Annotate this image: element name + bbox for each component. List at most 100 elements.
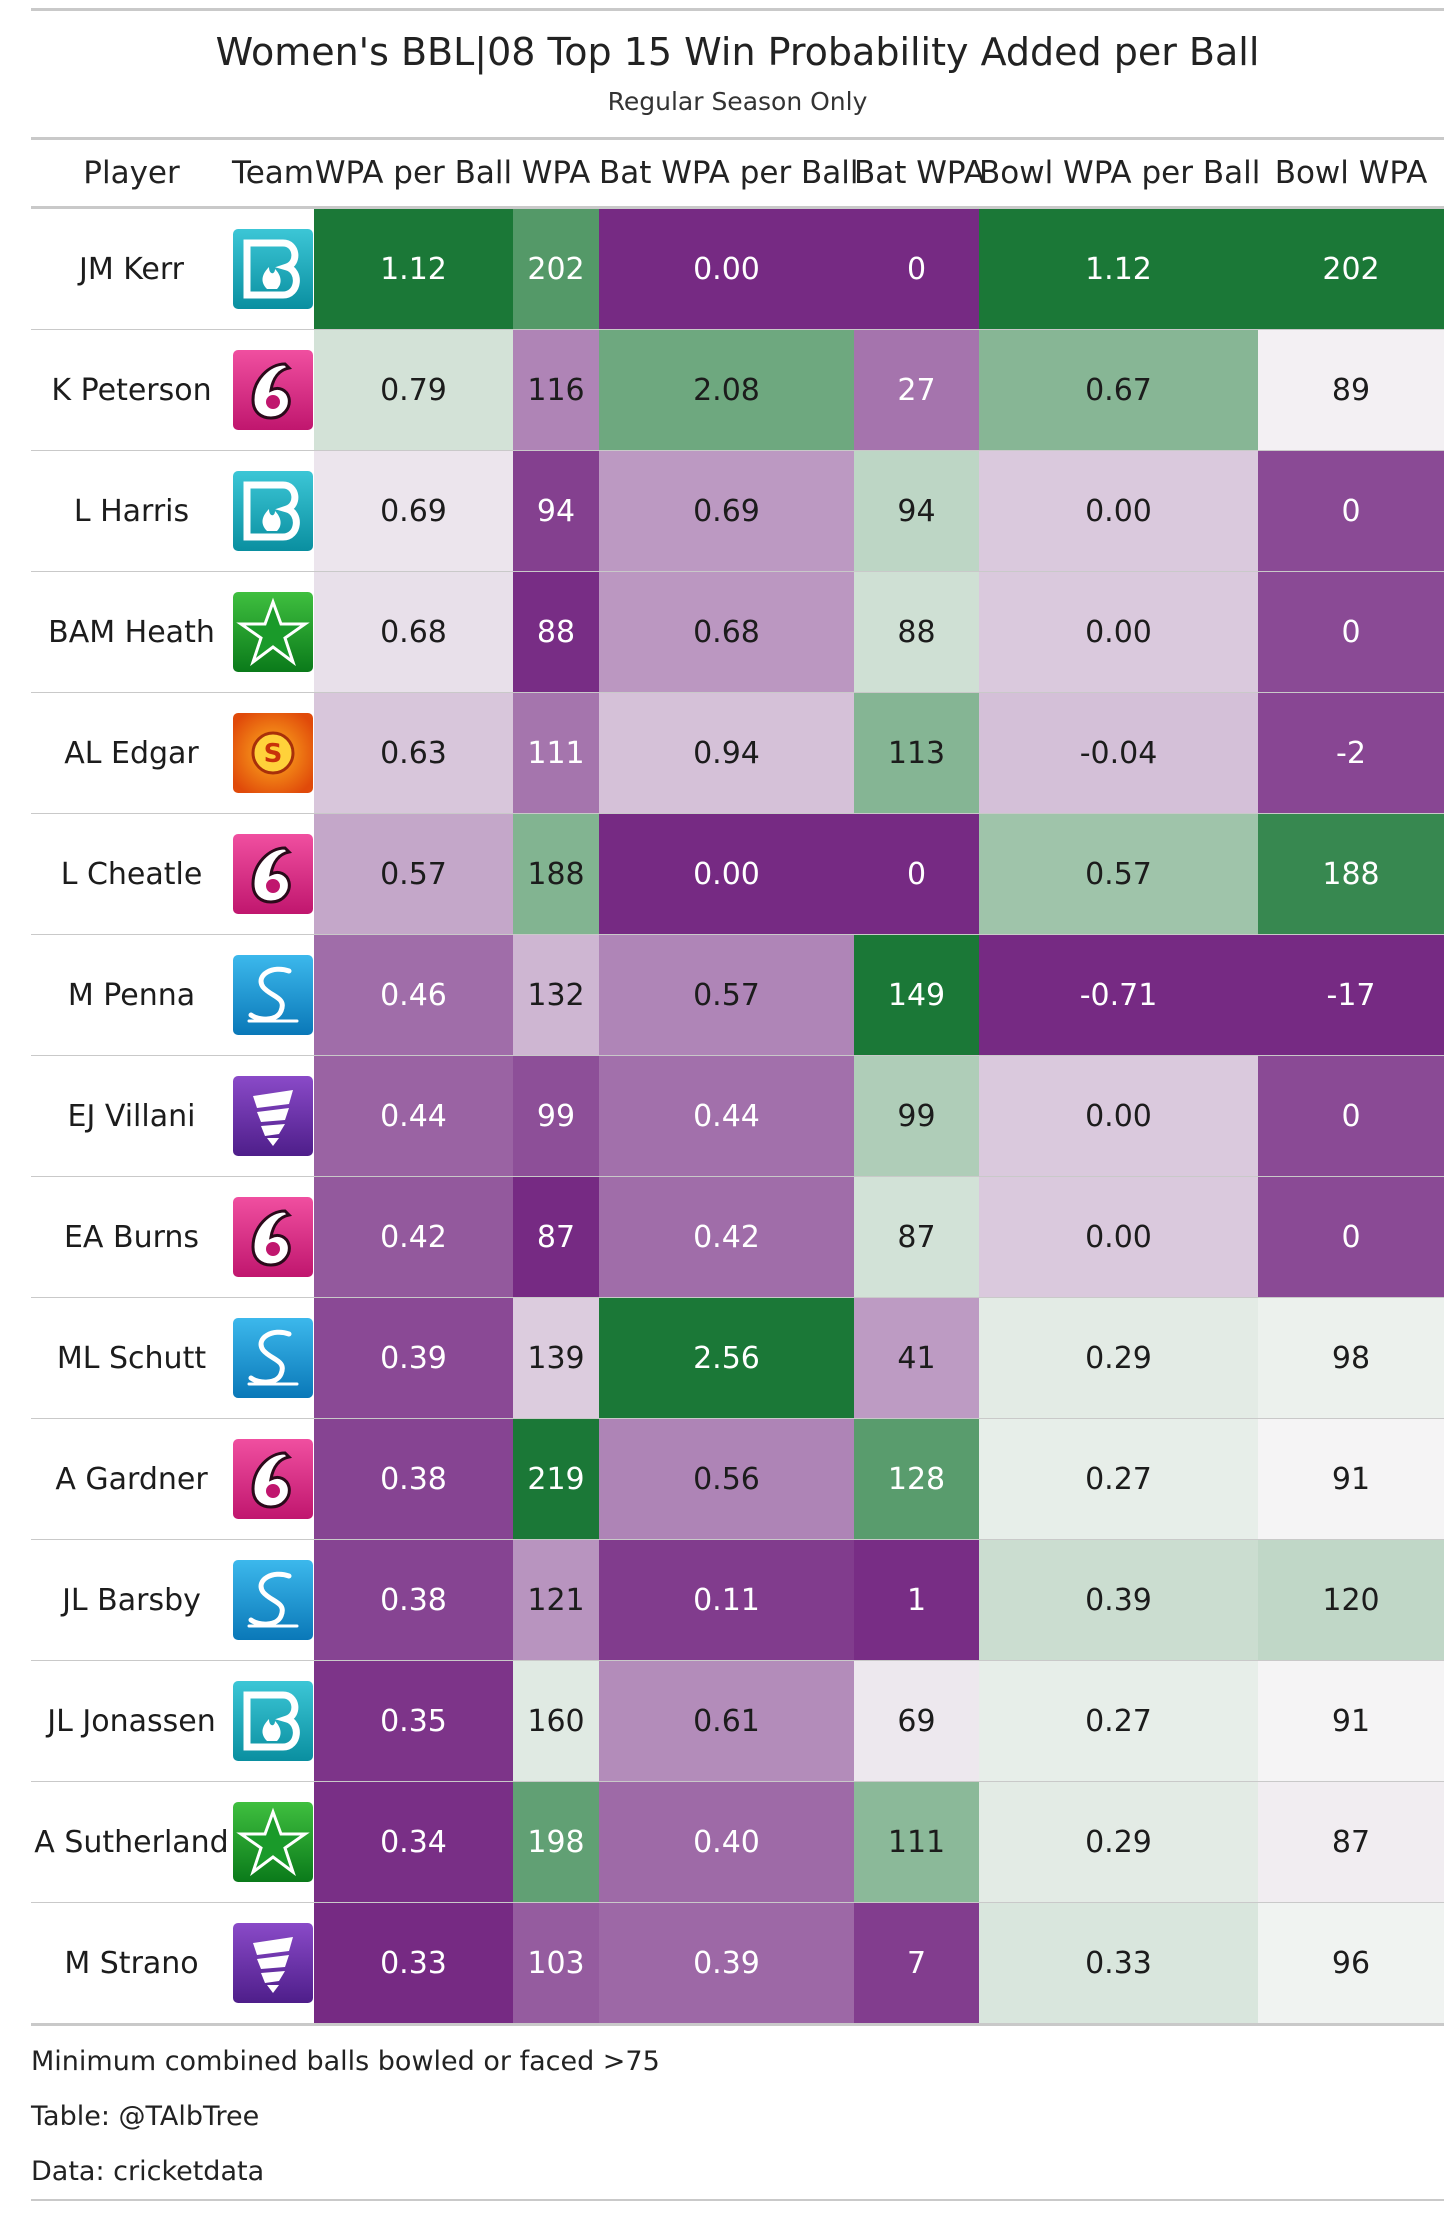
wpa-per-ball-cell: 0.34 [314, 1781, 513, 1903]
bat-wpa-per-ball-cell: 0.00 [599, 207, 854, 330]
player-name: JL Jonassen [31, 1660, 232, 1782]
top-rule [31, 8, 1444, 11]
bat-wpa-cell: 149 [854, 934, 979, 1056]
bat-wpa-per-ball-cell: 0.56 [599, 1418, 854, 1540]
wpa-per-ball-cell: 0.44 [314, 1055, 513, 1177]
wpa-cell: 99 [513, 1055, 599, 1177]
wpa-per-ball-cell: 0.38 [314, 1539, 513, 1661]
bat-wpa-per-ball-cell: 0.42 [599, 1176, 854, 1298]
table-row: JL Barsby 0.38 121 0.11 1 0.39 120 [31, 1539, 1444, 1661]
bowl-wpa-cell: 0 [1258, 571, 1444, 693]
wpa-cell: 188 [513, 813, 599, 935]
bat-wpa-cell: 1 [854, 1539, 979, 1661]
bat-wpa-per-ball-cell: 0.39 [599, 1902, 854, 2026]
hobart-hurricanes-logo [233, 1923, 313, 2003]
wpa-per-ball-cell: 0.68 [314, 571, 513, 693]
wpa-cell: 132 [513, 934, 599, 1056]
bowl-wpa-per-ball-cell: 0.00 [979, 1176, 1258, 1298]
hobart-hurricanes-logo [233, 1076, 313, 1156]
bat-wpa-per-ball-cell: 0.44 [599, 1055, 854, 1177]
bat-wpa-cell: 111 [854, 1781, 979, 1903]
chart-subtitle: Regular Season Only [607, 87, 868, 116]
wpa-cell: 198 [513, 1781, 599, 1903]
bowl-wpa-per-ball-cell: 0.29 [979, 1781, 1258, 1903]
player-name: A Gardner [31, 1418, 232, 1540]
bat-wpa-cell: 113 [854, 692, 979, 814]
adelaide-strikers-logo [233, 1560, 313, 1640]
wpa-cell: 139 [513, 1297, 599, 1419]
table-row: JL Jonassen 0.35 160 0.61 69 0.27 91 [31, 1660, 1444, 1782]
header-bowl-wpa: Bowl WPA [1258, 140, 1444, 209]
note-data-source: Data: cricketdata [31, 2156, 265, 2187]
bat-wpa-cell: 27 [854, 329, 979, 451]
player-name: M Strano [31, 1902, 232, 2026]
bat-wpa-per-ball-cell: 0.00 [599, 813, 854, 935]
wpa-cell: 103 [513, 1902, 599, 2026]
wpa-cell: 111 [513, 692, 599, 814]
wpa-per-ball-cell: 0.42 [314, 1176, 513, 1298]
wpa-cell: 88 [513, 571, 599, 693]
bat-wpa-cell: 7 [854, 1902, 979, 2026]
wpa-table: Player Team WPA per Ball WPA Bat WPA per… [31, 140, 1444, 2026]
table-row: L Cheatle 0.57 188 0.00 0 0.57 188 [31, 813, 1444, 935]
table-row: K Peterson 0.79 116 2.08 27 0.67 89 [31, 329, 1444, 451]
bowl-wpa-cell: 91 [1258, 1418, 1444, 1540]
header-bowl-wpa-per-ball: Bowl WPA per Ball [979, 140, 1260, 209]
chart-title: Women's BBL|08 Top 15 Win Probability Ad… [215, 30, 1260, 74]
wpa-per-ball-cell: 0.46 [314, 934, 513, 1056]
wpa-cell: 121 [513, 1539, 599, 1661]
note-minimum: Minimum combined balls bowled or faced >… [31, 2046, 660, 2077]
bowl-wpa-cell: -2 [1258, 692, 1444, 814]
bowl-wpa-per-ball-cell: 1.12 [979, 207, 1258, 330]
adelaide-strikers-logo [233, 1318, 313, 1398]
bowl-wpa-per-ball-cell: 0.00 [979, 450, 1258, 572]
wpa-per-ball-cell: 0.79 [314, 329, 513, 451]
bat-wpa-cell: 128 [854, 1418, 979, 1540]
team-cell [232, 813, 314, 935]
header-bat-wpa-per-ball: Bat WPA per Ball [599, 140, 859, 209]
wpa-per-ball-cell: 0.38 [314, 1418, 513, 1540]
player-name: JM Kerr [31, 207, 232, 330]
brisbane-heat-logo [233, 471, 313, 551]
bowl-wpa-cell: 202 [1258, 207, 1444, 330]
bat-wpa-per-ball-cell: 0.61 [599, 1660, 854, 1782]
adelaide-strikers-logo [233, 955, 313, 1035]
wpa-cell: 160 [513, 1660, 599, 1782]
bat-wpa-per-ball-cell: 0.57 [599, 934, 854, 1056]
bottom-rule [31, 2199, 1444, 2201]
bat-wpa-cell: 94 [854, 450, 979, 572]
brisbane-heat-logo [233, 229, 313, 309]
player-name: K Peterson [31, 329, 232, 451]
table-row: A Sutherland 0.34 198 0.40 111 0.29 87 [31, 1781, 1444, 1903]
wpa-cell: 202 [513, 207, 599, 330]
bat-wpa-per-ball-cell: 0.11 [599, 1539, 854, 1661]
bowl-wpa-cell: 89 [1258, 329, 1444, 451]
table-row: M Penna 0.46 132 0.57 149 -0.71 -17 [31, 934, 1444, 1056]
brisbane-heat-logo [233, 1681, 313, 1761]
team-cell [232, 1781, 314, 1903]
bat-wpa-per-ball-cell: 2.56 [599, 1297, 854, 1419]
player-name: M Penna [31, 934, 232, 1056]
note-table-credit: Table: @TAlbTree [31, 2101, 260, 2132]
bowl-wpa-per-ball-cell: 0.57 [979, 813, 1258, 935]
player-name: JL Barsby [31, 1539, 232, 1661]
team-cell [232, 571, 314, 693]
bowl-wpa-per-ball-cell: -0.04 [979, 692, 1258, 814]
bowl-wpa-cell: 0 [1258, 1055, 1444, 1177]
bat-wpa-per-ball-cell: 0.68 [599, 571, 854, 693]
bowl-wpa-cell: 91 [1258, 1660, 1444, 1782]
team-cell: S [232, 692, 314, 814]
sydney-sixers-logo [233, 1197, 313, 1277]
bowl-wpa-per-ball-cell: 0.00 [979, 1055, 1258, 1177]
bowl-wpa-per-ball-cell: 0.39 [979, 1539, 1258, 1661]
table-row: AL Edgar S 0.63 111 0.94 113 -0.04 -2 [31, 692, 1444, 814]
bat-wpa-cell: 99 [854, 1055, 979, 1177]
header-wpa: WPA [513, 140, 599, 209]
team-cell [232, 1902, 314, 2026]
wpa-per-ball-cell: 0.69 [314, 450, 513, 572]
melbourne-stars-logo [233, 1802, 313, 1882]
bat-wpa-per-ball-cell: 0.94 [599, 692, 854, 814]
table-figure: Women's BBL|08 Top 15 Win Probability Ad… [31, 8, 1444, 2201]
team-cell [232, 1660, 314, 1782]
bowl-wpa-per-ball-cell: 0.29 [979, 1297, 1258, 1419]
